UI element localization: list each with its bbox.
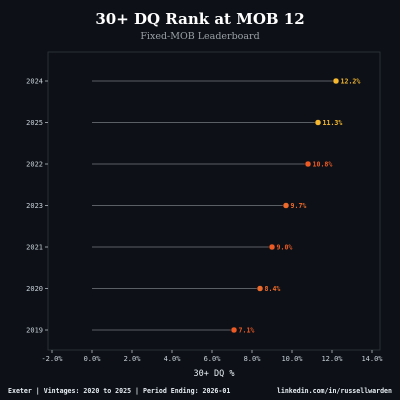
data-label: 9.7% [291,202,307,210]
x-tick-label: 0.0% [84,355,102,363]
y-tick-label: 2022 [26,161,43,169]
y-tick-label: 2024 [26,78,43,86]
footer-right: linkedin.com/in/russellwarden [277,387,392,395]
lollipop-point [282,202,290,209]
x-tick-label: 6.0% [204,355,222,363]
data-label: 7.1% [239,326,255,334]
x-tick-label: 4.0% [164,355,182,363]
data-label: 10.8% [313,160,333,168]
x-tick-label: 10.0% [281,355,303,363]
x-tick-label: 2.0% [124,355,142,363]
y-tick-label: 2025 [26,119,43,127]
chart-title: 30+ DQ Rank at MOB 12 [95,10,304,28]
footer-left: Exeter | Vintages: 2020 to 2025 | Period… [8,387,230,396]
x-tick-label: 12.0% [321,355,343,363]
data-label: 8.4% [265,285,281,293]
lollipop-point [256,285,264,292]
x-tick-label: -2.0% [41,355,63,363]
chart-subtitle: Fixed-MOB Leaderboard [140,31,259,42]
plot-frame [47,51,381,351]
x-tick-label: 14.0% [361,355,383,363]
lollipop-point [230,326,238,334]
data-label: 11.3% [323,119,343,127]
lollipop-point [268,243,276,251]
x-axis-label: 30+ DQ % [194,369,235,379]
y-tick-label: 2023 [26,202,43,210]
lollipop-point [332,77,340,85]
y-tick-label: 2021 [26,244,43,252]
data-label: 9.0% [277,243,293,251]
lollipop-point [304,160,312,168]
y-tick-label: 2019 [26,327,43,335]
x-tick-label: 8.0% [244,355,262,363]
chart-marks: -2.0% 0.0% 2.0% 4.0% 6.0% 8.0% 10.0% 12.0% 14.0%… [26,77,383,363]
y-tick-label: 2020 [26,285,43,293]
lollipop-point [314,119,322,126]
data-label: 12.2% [341,77,361,85]
